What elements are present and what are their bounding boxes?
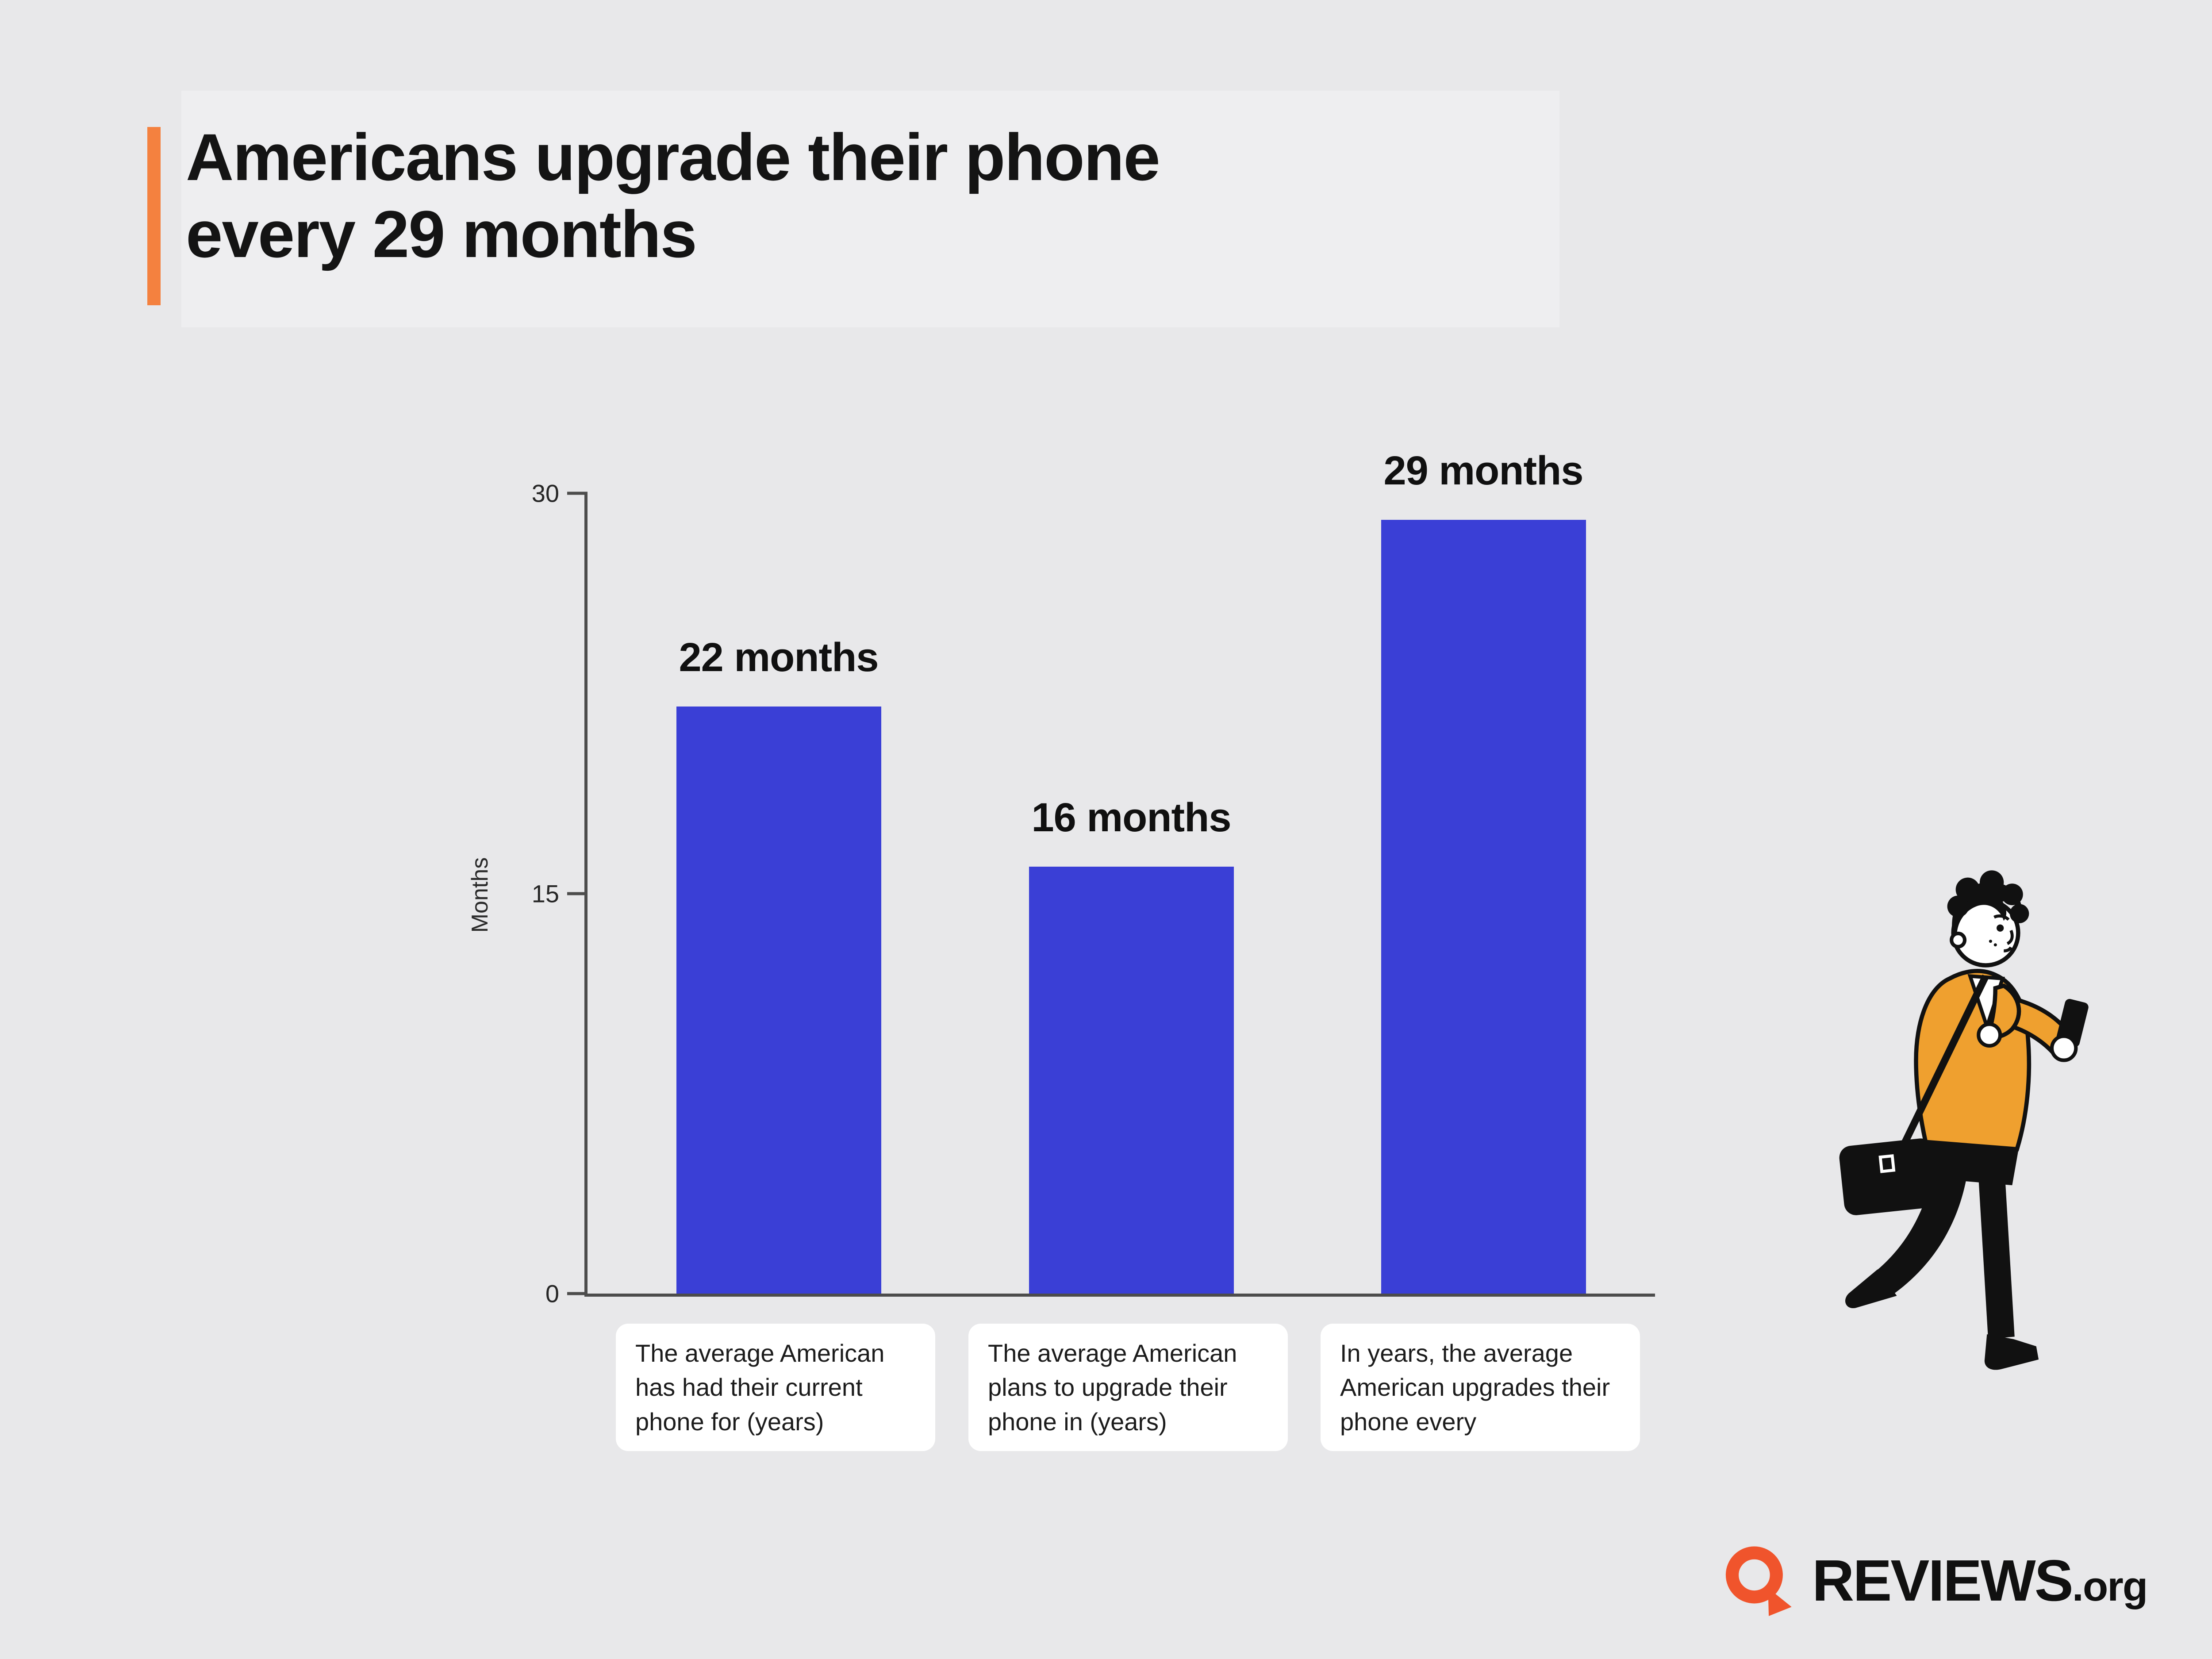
y-tick-label-0: 0 <box>545 1279 559 1308</box>
y-tick-mark-0 <box>567 1292 588 1295</box>
reviews-logo: REVIEWS .org <box>1720 1542 2148 1618</box>
bar-plans-upgrade <box>1029 867 1234 1294</box>
category-card: The average American plans to upgrade th… <box>968 1324 1288 1451</box>
y-tick-label-15: 15 <box>531 879 559 907</box>
page-title-line2: every 29 months <box>186 197 697 271</box>
logo-brand: REVIEWS <box>1812 1548 2074 1613</box>
y-tick-mark-15 <box>567 892 588 895</box>
logo-suffix: .org <box>2072 1563 2148 1609</box>
category-card: In years, the average American upgrades … <box>1321 1324 1640 1451</box>
title-accent-bar <box>147 127 161 305</box>
y-tick-label-30: 30 <box>531 479 559 507</box>
page-title-line1: Americans upgrade their phone <box>186 120 1160 194</box>
bar-average-upgrade <box>1381 520 1586 1294</box>
title-panel <box>181 91 1559 327</box>
page-title: Americans upgrade their phone every 29 m… <box>186 119 1160 273</box>
logo-text: REVIEWS .org <box>1812 1547 2148 1614</box>
bar-value-label: 16 months <box>1031 795 1231 841</box>
category-card: The average American has had their curre… <box>616 1324 935 1451</box>
plot-area: 30 15 0 22 months 16 months 29 months <box>532 448 1655 1308</box>
bar-value-label: 29 months <box>1383 448 1583 494</box>
magnifier-q-icon <box>1725 1546 1792 1616</box>
bar-value-label: 22 months <box>679 635 879 680</box>
bar-current-phone <box>676 707 881 1294</box>
person-looking-at-phone-illustration <box>1839 870 2089 1370</box>
y-tick-mark-30 <box>567 492 588 495</box>
y-axis-label: Months <box>467 857 493 933</box>
